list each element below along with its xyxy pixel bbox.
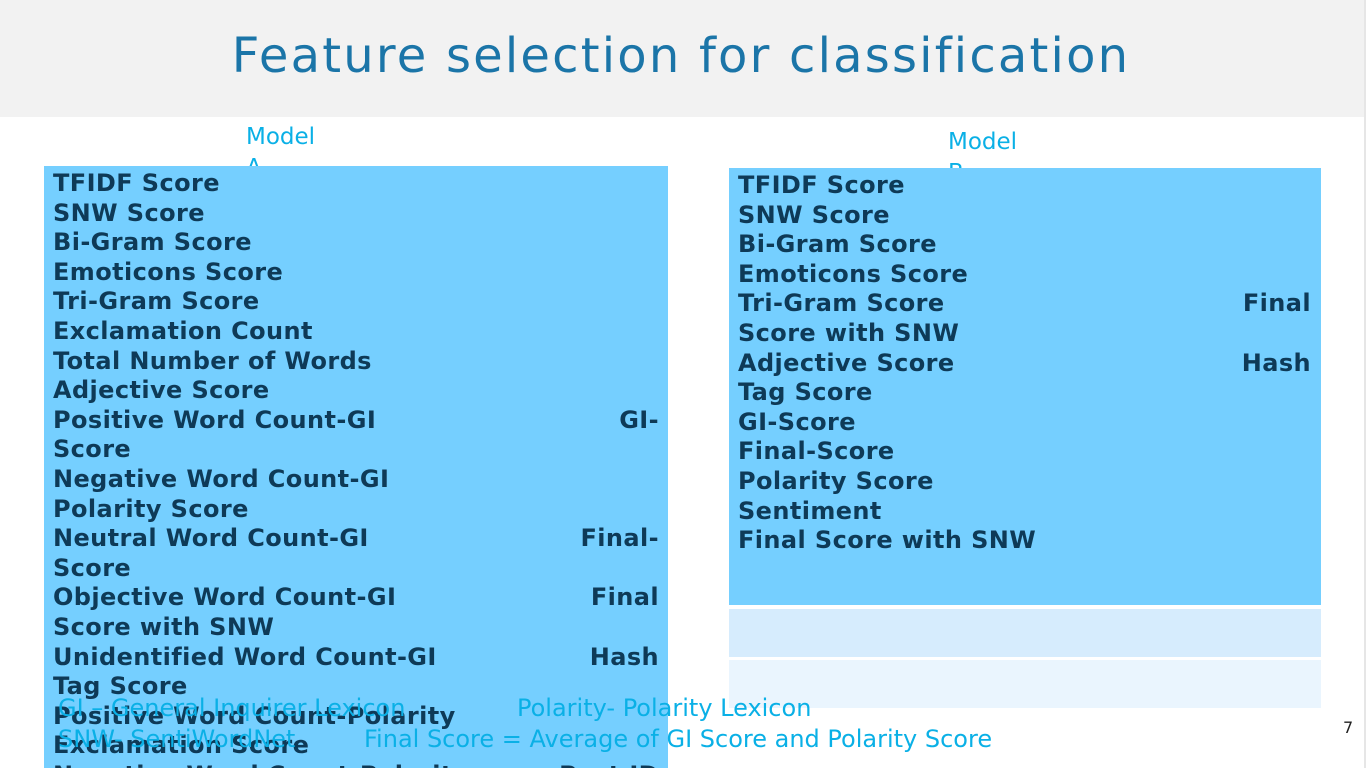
- model-b-feature-text: Adjective Score: [738, 348, 955, 377]
- model-b-feature-text: Sentiment: [738, 496, 882, 525]
- model-b-feature-line: SNW Score: [738, 201, 1311, 231]
- model-a-feature-text: TFIDF Score: [53, 169, 220, 197]
- model-b-feature-list: TFIDF Score SNW Score Bi-Gram Score Emotico…: [738, 171, 1311, 556]
- model-a-feature-line: Unidentified Word Count-GI Hash: [53, 643, 659, 673]
- page-number: 7: [1343, 718, 1354, 737]
- model-a-feature-text: Adjective Score: [53, 376, 270, 405]
- model-a-feature-line: TFIDF Score: [53, 169, 659, 199]
- model-a-feature-text: Positive Word Count-Polarity: [53, 701, 456, 730]
- model-b-feature-line: Final-Score: [738, 437, 1311, 467]
- model-b-feature-tail: Hash: [1241, 348, 1311, 377]
- model-a-feature-line: Bi-Gram Score: [53, 228, 659, 258]
- model-b-feature-text: Bi-Gram Score: [738, 230, 937, 259]
- model-b-feature-tail: Final: [1242, 289, 1311, 318]
- model-b-pale-row-2: [729, 660, 1321, 708]
- model-a-feature-text: Total Number of Words: [53, 346, 372, 375]
- model-a-feature-text: Exclamation Count: [53, 316, 313, 345]
- model-b-feature-text: Emoticons Score: [738, 259, 969, 288]
- model-a-feature-text: Tri-Gram Score: [53, 287, 260, 316]
- model-a-feature-tail: Post ID: [559, 761, 659, 768]
- model-b-feature-line: Emoticons Score: [738, 260, 1311, 290]
- footnote-snw: SNW- SentiWordNet: [58, 725, 296, 753]
- model-a-feature-line: Positive Word Count-GI GI-: [53, 406, 659, 436]
- model-b-feature-text: TFIDF Score: [738, 171, 905, 199]
- model-a-feature-line: Adjective Score: [53, 376, 659, 406]
- model-a-feature-text: Negative Word Count-Polarity: [53, 761, 469, 768]
- model-b-feature-line: Bi-Gram Score: [738, 230, 1311, 260]
- slide-title: Feature selection for classification: [231, 28, 1131, 84]
- model-b-pale-row-1: [729, 609, 1321, 657]
- model-a-feature-text: Exclamation Score: [53, 731, 310, 760]
- model-a-feature-text: Score: [53, 553, 132, 582]
- model-a-feature-text: Positive Word Count-GI: [53, 405, 377, 434]
- model-a-feature-text: Neutral Word Count-GI: [53, 524, 369, 553]
- model-a-feature-text: Unidentified Word Count-GI: [53, 642, 437, 671]
- model-a-feature-text: Polarity Score: [53, 494, 249, 523]
- model-a-feature-line: Tri-Gram Score: [53, 287, 659, 317]
- model-a-feature-line: Exclamation Score: [53, 731, 659, 761]
- model-b-feature-text: Final Score with SNW: [738, 526, 1037, 555]
- model-a-feature-text: Score with SNW: [53, 612, 275, 641]
- model-a-feature-line: Positive Word Count-Polarity: [53, 702, 659, 732]
- model-a-feature-text: Tag Score: [53, 672, 188, 701]
- model-b-feature-text: Final-Score: [738, 437, 895, 466]
- model-a-label: Model A: [246, 124, 316, 181]
- model-b-feature-line: Tag Score: [738, 378, 1311, 408]
- model-a-feature-line: Objective Word Count-GI Final: [53, 583, 659, 613]
- model-b-feature-text: GI-Score: [738, 407, 856, 436]
- model-a-feature-list: TFIDF Score SNW Score Bi-Gram Score Emotico…: [53, 169, 659, 768]
- model-a-feature-tail: Final-: [580, 524, 659, 553]
- model-b-feature-line: Score with SNW: [738, 319, 1311, 349]
- model-a-feature-text: Objective Word Count-GI: [53, 583, 397, 612]
- model-a-feature-line: SNW Score: [53, 199, 659, 229]
- model-b-feature-line: Tri-Gram Score Final: [738, 289, 1311, 319]
- model-b-feature-box: TFIDF Score SNW Score Bi-Gram Score Emotico…: [729, 168, 1321, 605]
- model-a-feature-line: Score: [53, 435, 659, 465]
- model-a-feature-line: Total Number of Words: [53, 347, 659, 377]
- model-a-feature-tail: GI-: [619, 405, 659, 434]
- model-a-feature-line: Score: [53, 554, 659, 584]
- footnote-polarity: Polarity- Polarity Lexicon: [517, 694, 812, 722]
- model-b-feature-line: Polarity Score: [738, 467, 1311, 497]
- model-a-feature-line: Emoticons Score: [53, 258, 659, 288]
- model-a-feature-tail: Final: [590, 583, 659, 612]
- model-a-feature-text: SNW Score: [53, 198, 205, 227]
- slide-edge: [1364, 0, 1366, 768]
- model-a-feature-line: Negative Word Count-GI: [53, 465, 659, 495]
- model-a-feature-line: Score with SNW: [53, 613, 659, 643]
- model-a-feature-line: Negative Word Count-Polarity Post ID: [53, 761, 659, 768]
- model-b-feature-line: TFIDF Score: [738, 171, 1311, 201]
- model-b-feature-text: Polarity Score: [738, 466, 934, 495]
- model-b-feature-text: Tag Score: [738, 378, 873, 407]
- model-a-feature-line: Polarity Score: [53, 495, 659, 525]
- footnote-final-score: Final Score = Average of GI Score and Po…: [364, 725, 993, 753]
- model-b-feature-line: Sentiment: [738, 497, 1311, 527]
- model-b-feature-line: GI-Score: [738, 408, 1311, 438]
- model-b-feature-text: SNW Score: [738, 200, 890, 229]
- model-a-feature-text: Negative Word Count-GI: [53, 464, 390, 493]
- model-a-feature-line: Neutral Word Count-GI Final-: [53, 524, 659, 554]
- model-a-feature-text: Emoticons Score: [53, 257, 284, 286]
- title-band: [0, 0, 1364, 117]
- model-a-feature-text: Bi-Gram Score: [53, 228, 252, 257]
- footnote-gi: GI – General Inquirer Lexicon: [58, 694, 406, 722]
- model-a-feature-box: TFIDF Score SNW Score Bi-Gram Score Emotico…: [44, 166, 668, 768]
- model-b-feature-line: Adjective Score Hash: [738, 349, 1311, 379]
- model-b-feature-text: Score with SNW: [738, 318, 960, 347]
- model-a-feature-line: Tag Score: [53, 672, 659, 702]
- model-a-feature-line: Exclamation Count: [53, 317, 659, 347]
- model-b-feature-text: Tri-Gram Score: [738, 289, 945, 318]
- model-b-feature-line: Final Score with SNW: [738, 526, 1311, 556]
- model-a-feature-text: Score: [53, 435, 132, 464]
- model-a-feature-tail: Hash: [589, 642, 659, 671]
